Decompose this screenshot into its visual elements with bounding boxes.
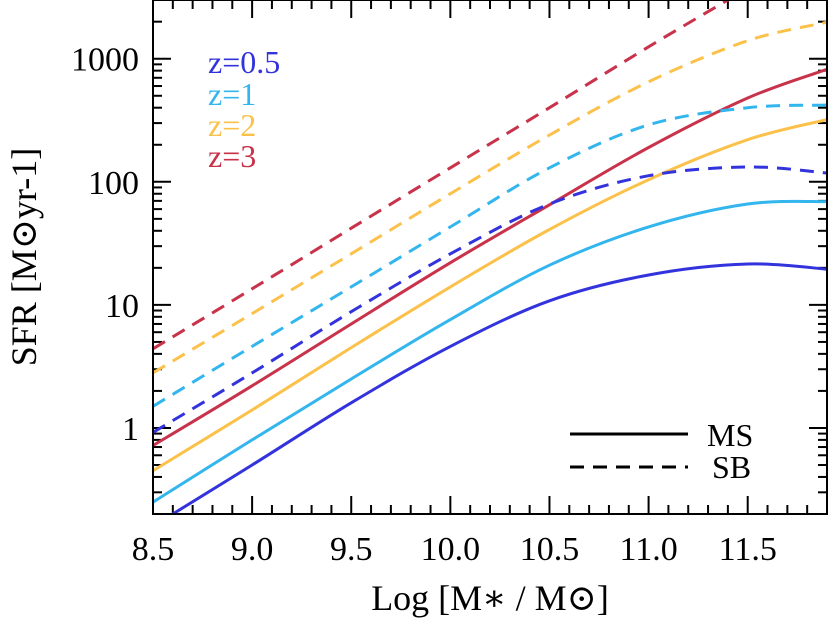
legend-z05: z=0.5	[208, 44, 280, 80]
series-sb-z05	[153, 165, 827, 434]
legend-z1: z=1	[208, 76, 256, 112]
legend-z2: z=2	[208, 107, 256, 143]
legend-sb-label: SB	[712, 449, 751, 485]
x-axis-label: Log [M∗ / M⊙]	[371, 578, 609, 618]
x-tick-label: 10.0	[421, 531, 481, 568]
x-tick-label: 9.0	[231, 531, 274, 568]
series-ms-z2	[153, 118, 827, 472]
legend-ms-label: MS	[707, 417, 753, 453]
y-tick-label: 1000	[71, 42, 139, 79]
y-axis-label: SFR [M⊙yr-1]	[4, 148, 44, 366]
series-ms-z05	[172, 262, 827, 514]
series-sb-z2	[153, 20, 827, 375]
y-tick-label: 10	[105, 288, 139, 325]
plot-frame	[152, 0, 828, 515]
y-tick-label: 100	[88, 165, 139, 202]
x-tick-label: 11.5	[719, 531, 777, 568]
series-sb-z3	[153, 0, 729, 351]
series-ms-z1	[153, 199, 827, 504]
series-sb-z1	[153, 103, 827, 408]
style-legend: MS SB	[570, 417, 753, 485]
x-tick-label: 9.5	[330, 531, 373, 568]
x-tick-label: 10.5	[520, 531, 580, 568]
tick-labels: 8.5 9.0 9.5 10.0 10.5 11.0 11.5 1 10 100 1000	[71, 42, 777, 568]
series-ms-z3	[153, 67, 827, 447]
legend-z3: z=3	[208, 138, 256, 174]
y-tick-label: 1	[122, 411, 139, 448]
x-tick-label: 8.5	[132, 531, 175, 568]
x-tick-label: 11.0	[619, 531, 677, 568]
series-layer	[153, 0, 827, 514]
redshift-legend: z=0.5 z=1 z=2 z=3	[208, 44, 280, 174]
